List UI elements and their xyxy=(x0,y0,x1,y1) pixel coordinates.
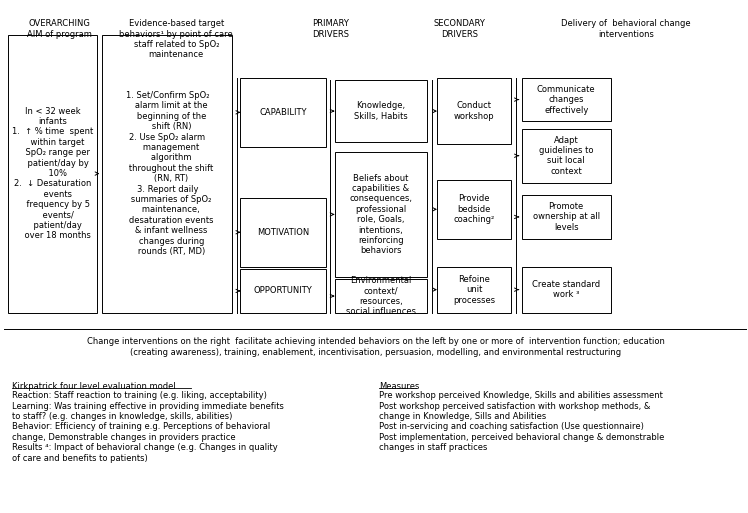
FancyBboxPatch shape xyxy=(240,198,325,267)
FancyBboxPatch shape xyxy=(240,78,325,147)
Text: Promote
ownership at all
levels: Promote ownership at all levels xyxy=(533,202,600,232)
Text: SECONDARY
DRIVERS: SECONDARY DRIVERS xyxy=(433,19,485,38)
Text: Kirkpatrick four level evaluation model: Kirkpatrick four level evaluation model xyxy=(12,382,176,390)
Text: MOTIVATION: MOTIVATION xyxy=(257,228,309,237)
Text: Refoine
unit
processes: Refoine unit processes xyxy=(453,275,495,305)
FancyBboxPatch shape xyxy=(521,195,611,239)
FancyBboxPatch shape xyxy=(437,267,512,312)
FancyBboxPatch shape xyxy=(437,180,512,239)
Text: Environmental
context/
resources,
social influences: Environmental context/ resources, social… xyxy=(346,276,416,316)
FancyBboxPatch shape xyxy=(240,269,325,312)
Text: Delivery of  behavioral change
interventions: Delivery of behavioral change interventi… xyxy=(561,19,690,38)
FancyBboxPatch shape xyxy=(334,280,427,312)
FancyBboxPatch shape xyxy=(102,34,232,312)
Text: Beliefs about
capabilities &
consequences,
professional
role, Goals,
intentions,: Beliefs about capabilities & consequence… xyxy=(349,173,413,255)
Text: 1. Set/Confirm SpO₂
   alarm limit at the
   beginning of the
   shift (RN)
2. U: 1. Set/Confirm SpO₂ alarm limit at the b… xyxy=(121,91,213,256)
FancyBboxPatch shape xyxy=(334,81,427,142)
Text: Provide
bedside
coaching²: Provide bedside coaching² xyxy=(453,194,495,224)
FancyBboxPatch shape xyxy=(334,152,427,277)
FancyBboxPatch shape xyxy=(521,129,611,183)
Text: Adapt
guidelines to
suit local
context: Adapt guidelines to suit local context xyxy=(539,135,593,176)
Text: Reaction: Staff reaction to training (e.g. liking, acceptability)
Learning: Was : Reaction: Staff reaction to training (e.… xyxy=(12,391,283,463)
Text: In < 32 week
infants
1.  ↑ % time  spent
    within target
    SpO₂ range per
  : In < 32 week infants 1. ↑ % time spent w… xyxy=(12,107,94,241)
Text: CAPABILITY: CAPABILITY xyxy=(260,108,307,117)
Text: Measures: Measures xyxy=(379,382,420,390)
Text: OVERARCHING
AIM of program: OVERARCHING AIM of program xyxy=(27,19,91,38)
Text: PRIMARY
DRIVERS: PRIMARY DRIVERS xyxy=(313,19,349,38)
FancyBboxPatch shape xyxy=(437,78,512,144)
Text: Pre workshop perceived Knowledge, Skills and abilities assessment
Post workshop : Pre workshop perceived Knowledge, Skills… xyxy=(379,391,664,452)
FancyBboxPatch shape xyxy=(8,34,97,312)
Text: Evidence-based target
behaviors¹ by point of care
staff related to SpO₂
maintena: Evidence-based target behaviors¹ by poin… xyxy=(120,19,233,60)
Text: Communicate
changes
effectively: Communicate changes effectively xyxy=(537,85,595,114)
FancyBboxPatch shape xyxy=(521,78,611,121)
FancyBboxPatch shape xyxy=(521,267,611,312)
Text: Conduct
workshop: Conduct workshop xyxy=(454,102,494,121)
Text: Change interventions on the right  facilitate achieving intended behaviors on th: Change interventions on the right facili… xyxy=(87,337,664,357)
Text: Create standard
work ³: Create standard work ³ xyxy=(532,280,601,300)
Text: Knowledge,
Skills, Habits: Knowledge, Skills, Habits xyxy=(354,102,408,121)
Text: OPPORTUNITY: OPPORTUNITY xyxy=(254,286,313,295)
